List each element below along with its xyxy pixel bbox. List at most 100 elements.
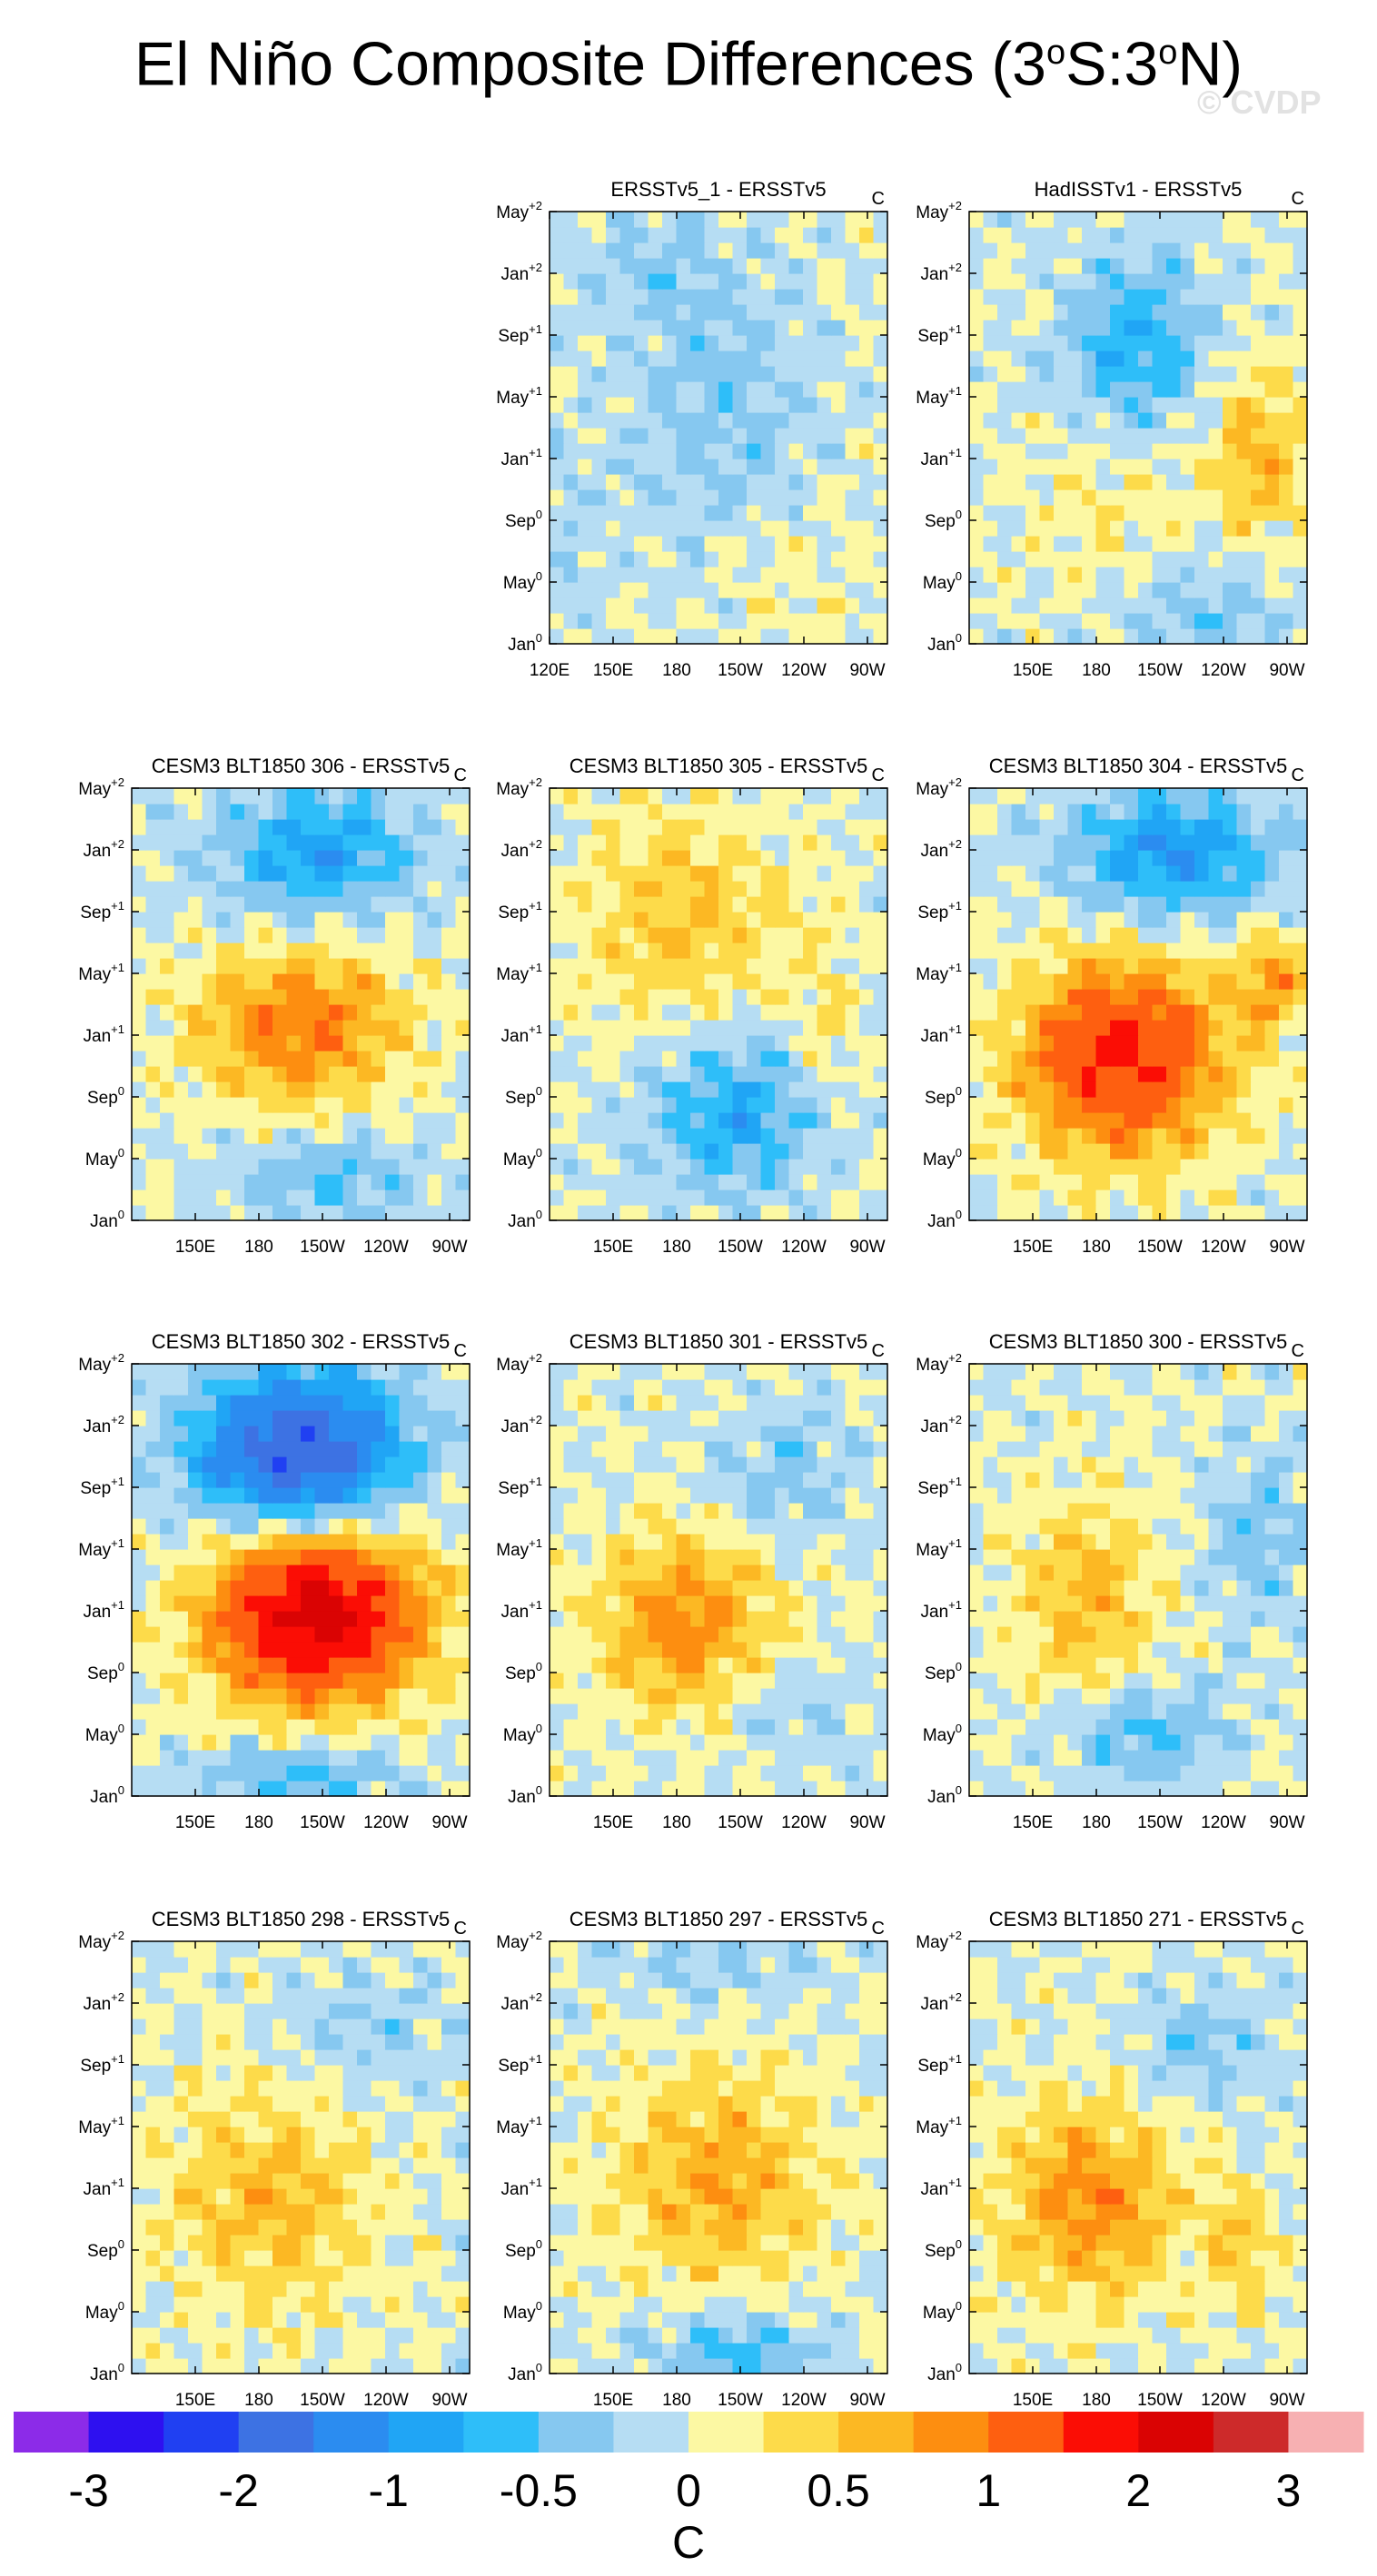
contour-cell: [1251, 242, 1266, 259]
contour-cell: [1138, 520, 1154, 537]
y-tick-label: Jan+1: [921, 1022, 962, 1046]
contour-cell: [591, 1564, 607, 1581]
contour-cell: [1082, 989, 1097, 1005]
contour-cell: [160, 1205, 175, 1221]
contour-cell: [314, 1611, 330, 1627]
contour-cell: [1124, 536, 1139, 552]
contour-cell: [563, 582, 579, 598]
contour-cell: [1251, 1081, 1266, 1098]
contour-cell: [606, 536, 621, 552]
contour-cell: [1251, 443, 1266, 459]
contour-cell: [216, 1020, 232, 1036]
contour-cell: [1293, 597, 1308, 614]
contour-cell: [1236, 366, 1252, 382]
contour-cell: [399, 973, 414, 990]
contour-cell: [1110, 1128, 1125, 1144]
contour-cell: [441, 1035, 457, 1051]
contour-cell: [413, 1734, 429, 1751]
contour-cell: [969, 242, 985, 259]
contour-cell: [342, 865, 358, 882]
contour-cell: [371, 819, 386, 835]
contour-cell: [563, 1051, 579, 1067]
contour-cell: [145, 1703, 161, 1720]
contour-cell: [845, 1595, 860, 1612]
contour-cell: [173, 1205, 189, 1221]
contour-cell: [399, 912, 414, 928]
contour-cell: [1236, 850, 1252, 866]
contour-cell: [690, 381, 706, 398]
contour-cell: [314, 819, 330, 835]
contour-cell: [591, 1703, 607, 1720]
contour-cell: [1025, 597, 1041, 614]
contour-cell: [301, 896, 316, 913]
contour-cell: [441, 1159, 457, 1175]
contour-cell: [788, 536, 804, 552]
contour-cell: [342, 819, 358, 835]
contour-cell: [704, 628, 719, 645]
contour-cell: [385, 1503, 401, 1519]
contour-cell: [1236, 227, 1252, 243]
contour-cell: [634, 320, 649, 336]
contour-cell: [550, 865, 565, 882]
contour-cell: [132, 1004, 147, 1021]
contour-cell: [1152, 943, 1167, 959]
contour-cell: [1124, 804, 1139, 820]
contour-cell: [606, 1611, 621, 1627]
contour-cell: [704, 1066, 719, 1082]
contour-cell: [550, 973, 565, 990]
contour-cell: [1236, 350, 1252, 367]
contour-cell: [1095, 804, 1111, 820]
contour-cell: [399, 1441, 414, 1457]
contour-cell: [272, 850, 288, 866]
contour-cell: [1011, 597, 1026, 614]
contour-cell: [1011, 582, 1026, 598]
contour-cell: [173, 912, 189, 928]
contour-cell: [1124, 850, 1139, 866]
contour-cell: [357, 1580, 372, 1596]
contour-cell: [145, 1534, 161, 1550]
contour-cell: [648, 1066, 663, 1082]
contour-cell: [357, 1128, 372, 1144]
contour-cell: [286, 1719, 302, 1735]
contour-cell: [202, 1626, 217, 1643]
contour-cell: [704, 397, 719, 413]
contour-cell: [648, 927, 663, 943]
contour-cell: [1279, 1097, 1294, 1113]
contour-cell: [441, 865, 457, 882]
contour-cell: [760, 958, 776, 974]
contour-cell: [718, 1642, 734, 1658]
contour-cell: [258, 1097, 273, 1113]
contour-cell: [1279, 273, 1294, 290]
contour-cell: [1152, 289, 1167, 305]
contour-cell: [1110, 958, 1125, 974]
contour-cell: [413, 881, 429, 897]
contour-cell: [732, 412, 748, 429]
contour-cell: [272, 1534, 288, 1550]
contour-cell: [1152, 1112, 1167, 1129]
contour-cell: [301, 1205, 316, 1221]
contour-cell: [1011, 927, 1026, 943]
contour-cell: [286, 1642, 302, 1658]
contour-cell: [1067, 320, 1083, 336]
contour-cell: [399, 1035, 414, 1051]
contour-cell: [676, 520, 691, 537]
contour-cell: [202, 819, 217, 835]
contour-cell: [747, 1097, 762, 1113]
contour-cell: [775, 1143, 790, 1160]
contour-cell: [1152, 865, 1167, 882]
contour-cell: [578, 1472, 593, 1488]
contour-cell: [216, 1395, 232, 1411]
contour-cell: [873, 397, 888, 413]
contour-cell: [216, 1379, 232, 1396]
contour-cell: [983, 1066, 998, 1082]
contour-cell: [648, 366, 663, 382]
contour-cell: [859, 1143, 875, 1160]
contour-cell: [817, 227, 832, 243]
contour-cell: [704, 1004, 719, 1021]
contour-cell: [1293, 273, 1308, 290]
contour-cell: [718, 520, 734, 537]
contour-cell: [244, 1580, 260, 1596]
contour-cell: [788, 1719, 804, 1735]
contour-cell: [132, 788, 147, 804]
contour-cell: [1025, 428, 1041, 444]
